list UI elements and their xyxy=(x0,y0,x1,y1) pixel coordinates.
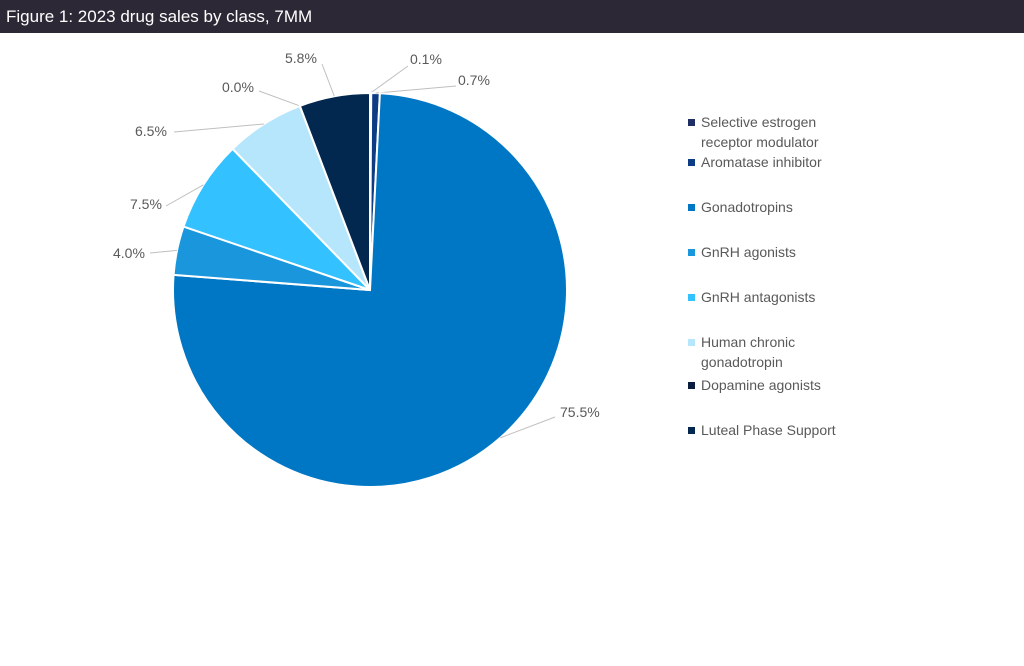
legend-item: Gonadotropins xyxy=(688,197,793,217)
leader-line xyxy=(173,123,265,133)
legend-label: Aromatase inhibitor xyxy=(701,154,822,170)
leader-line xyxy=(499,416,556,439)
data-label: 0.0% xyxy=(222,79,254,95)
legend-item: Dopamine agonists xyxy=(688,375,821,395)
data-label: 75.5% xyxy=(560,404,600,420)
legend-swatch xyxy=(688,249,695,256)
legend-swatch xyxy=(688,119,695,126)
legend-label: GnRH antagonists xyxy=(701,289,816,305)
leader-line xyxy=(258,90,301,107)
leader-line xyxy=(149,249,178,254)
legend-item: Selective estrogen receptor modulator xyxy=(688,112,841,152)
leader-line xyxy=(370,65,409,94)
legend-label: Human chronic gonadotropin xyxy=(701,334,796,370)
leader-line xyxy=(375,85,457,94)
data-label: 0.7% xyxy=(458,72,490,88)
legend-item: Luteal Phase Support xyxy=(688,420,836,440)
data-label: 4.0% xyxy=(113,245,145,261)
legend-swatch xyxy=(688,427,695,434)
legend-label: GnRH agonists xyxy=(701,244,796,260)
figure-title: Figure 1: 2023 drug sales by class, 7MM xyxy=(0,0,1024,33)
data-label: 7.5% xyxy=(130,196,162,212)
pie-slice-8 xyxy=(298,91,371,291)
data-label: 6.5% xyxy=(135,123,167,139)
legend-label: Selective estrogen receptor modulator xyxy=(701,114,819,150)
legend-swatch xyxy=(688,339,695,346)
legend-swatch xyxy=(688,159,695,166)
data-label: 5.8% xyxy=(285,50,317,66)
legend-item: Aromatase inhibitor xyxy=(688,152,822,172)
legend-swatch xyxy=(688,294,695,301)
legend-label: Gonadotropins xyxy=(701,199,793,215)
legend-item: Human chronic gonadotropin xyxy=(688,332,811,372)
leader-line xyxy=(165,184,204,207)
legend-swatch xyxy=(688,204,695,211)
leader-line xyxy=(321,63,335,97)
legend-item: GnRH antagonists xyxy=(688,287,815,307)
legend-label: Luteal Phase Support xyxy=(701,422,836,438)
legend-item: GnRH agonists xyxy=(688,242,796,262)
data-label: 0.1% xyxy=(410,51,442,67)
legend-label: Dopamine agonists xyxy=(701,377,821,393)
legend-swatch xyxy=(688,382,695,389)
